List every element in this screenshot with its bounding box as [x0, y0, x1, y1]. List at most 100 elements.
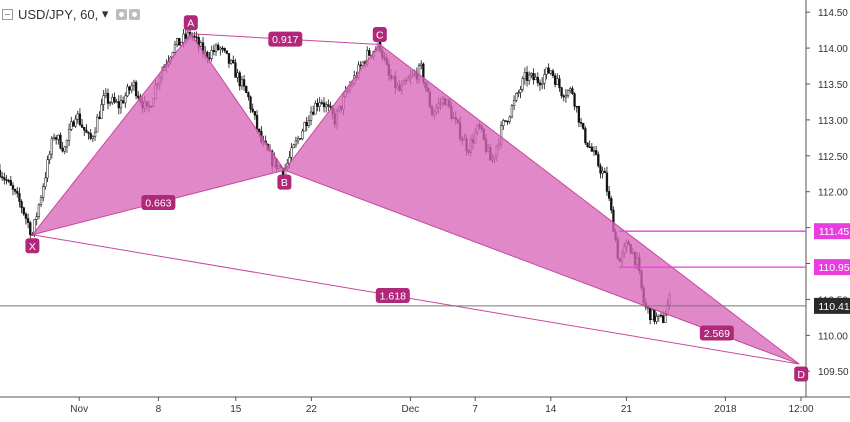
candle-body: [119, 100, 123, 109]
candle: [16, 186, 19, 198]
candle-body: [78, 113, 82, 125]
candle-body: [541, 83, 544, 86]
candle: [560, 86, 563, 99]
candle: [301, 128, 304, 141]
candle: [74, 115, 77, 128]
candle-body: [504, 120, 507, 122]
candle-body: [128, 86, 131, 91]
candle-body: [214, 44, 218, 52]
pattern-line-xd[interactable]: [32, 234, 800, 365]
interval-label[interactable]: 60: [80, 6, 95, 22]
candle: [178, 38, 181, 46]
levels-layer: [0, 230, 806, 307]
candle: [299, 137, 302, 140]
candle: [245, 85, 248, 94]
pattern-point-d[interactable]: D: [794, 366, 809, 382]
candle-body: [234, 62, 237, 78]
level-price-tag[interactable]: 110.95: [814, 259, 850, 276]
candle: [588, 140, 591, 149]
ratio-label[interactable]: 0.663: [141, 194, 176, 210]
candle: [234, 58, 237, 78]
candle-body: [502, 120, 505, 126]
candle-body: [208, 57, 211, 60]
candle: [20, 199, 23, 214]
candle: [80, 118, 84, 129]
candle-body: [255, 115, 259, 130]
candle-body: [59, 134, 62, 149]
candle-body: [296, 138, 300, 142]
candle-body: [210, 50, 213, 59]
candle: [227, 53, 231, 68]
candle: [541, 77, 544, 90]
ratio-label[interactable]: 0.917: [268, 31, 303, 47]
candle-body: [104, 92, 107, 96]
candle: [510, 104, 514, 119]
candle: [26, 213, 30, 229]
ratio-label[interactable]: 2.569: [699, 325, 734, 341]
candle: [11, 182, 15, 196]
candle: [96, 113, 99, 133]
symbol-label[interactable]: USD/JPY: [18, 6, 73, 22]
pattern-point-x[interactable]: X: [25, 238, 40, 254]
candle-body: [577, 106, 581, 123]
candle-body: [530, 73, 533, 76]
candle-body: [664, 314, 667, 323]
candle: [528, 71, 531, 85]
candle-body: [227, 53, 231, 64]
candle-body: [5, 179, 8, 181]
candle-body: [564, 94, 568, 98]
candle-body: [551, 70, 555, 76]
candle-body: [657, 314, 660, 317]
candle-body: [510, 105, 514, 118]
candle: [368, 47, 371, 57]
candle: [42, 183, 45, 202]
candle-body: [653, 309, 656, 322]
candle-body: [579, 122, 583, 124]
pattern-point-c[interactable]: C: [372, 26, 387, 42]
candle: [126, 83, 129, 98]
candle-body: [20, 201, 23, 208]
candle: [506, 120, 509, 125]
collapse-icon[interactable]: [2, 8, 13, 20]
last-price-tag[interactable]: 110.41: [814, 297, 850, 314]
candle: [657, 314, 660, 322]
candle-body: [316, 102, 319, 107]
candle: [46, 155, 49, 183]
candle-body: [72, 121, 75, 127]
candle-body: [240, 79, 244, 87]
candle-body: [126, 86, 129, 97]
candle-body: [553, 75, 557, 85]
candle: [102, 89, 105, 111]
separator: ,: [72, 6, 81, 22]
time-tick-label: 21: [621, 404, 633, 415]
pattern-point-a[interactable]: A: [183, 15, 198, 31]
ratio-label[interactable]: 1.618: [375, 288, 410, 304]
candle: [219, 46, 222, 56]
last-price-tag-text: 110.41: [818, 301, 849, 313]
time-tick-label: 7: [472, 404, 478, 415]
chevron-down-icon[interactable]: ▾: [101, 6, 109, 21]
candle-body: [193, 35, 196, 38]
eye-icon[interactable]: [129, 8, 141, 20]
candle: [106, 88, 110, 110]
candle: [91, 135, 95, 143]
candle: [100, 98, 103, 119]
candle-body: [221, 47, 224, 50]
ratio-label-text: 0.663: [145, 197, 171, 209]
settings-icon[interactable]: [116, 8, 128, 20]
candle-body: [327, 104, 330, 107]
candle-body: [74, 118, 77, 127]
price-tick-label: 114.00: [818, 44, 848, 55]
candle: [521, 76, 524, 92]
candle-body: [106, 92, 110, 104]
pattern-point-b[interactable]: B: [277, 174, 292, 190]
candle: [420, 60, 423, 70]
level-price-tag[interactable]: 111.45: [814, 223, 850, 240]
candle: [18, 187, 21, 208]
pattern-triangle-bcd[interactable]: [283, 43, 800, 365]
candle: [232, 55, 235, 64]
candle-body: [314, 102, 317, 115]
candle: [577, 105, 581, 128]
